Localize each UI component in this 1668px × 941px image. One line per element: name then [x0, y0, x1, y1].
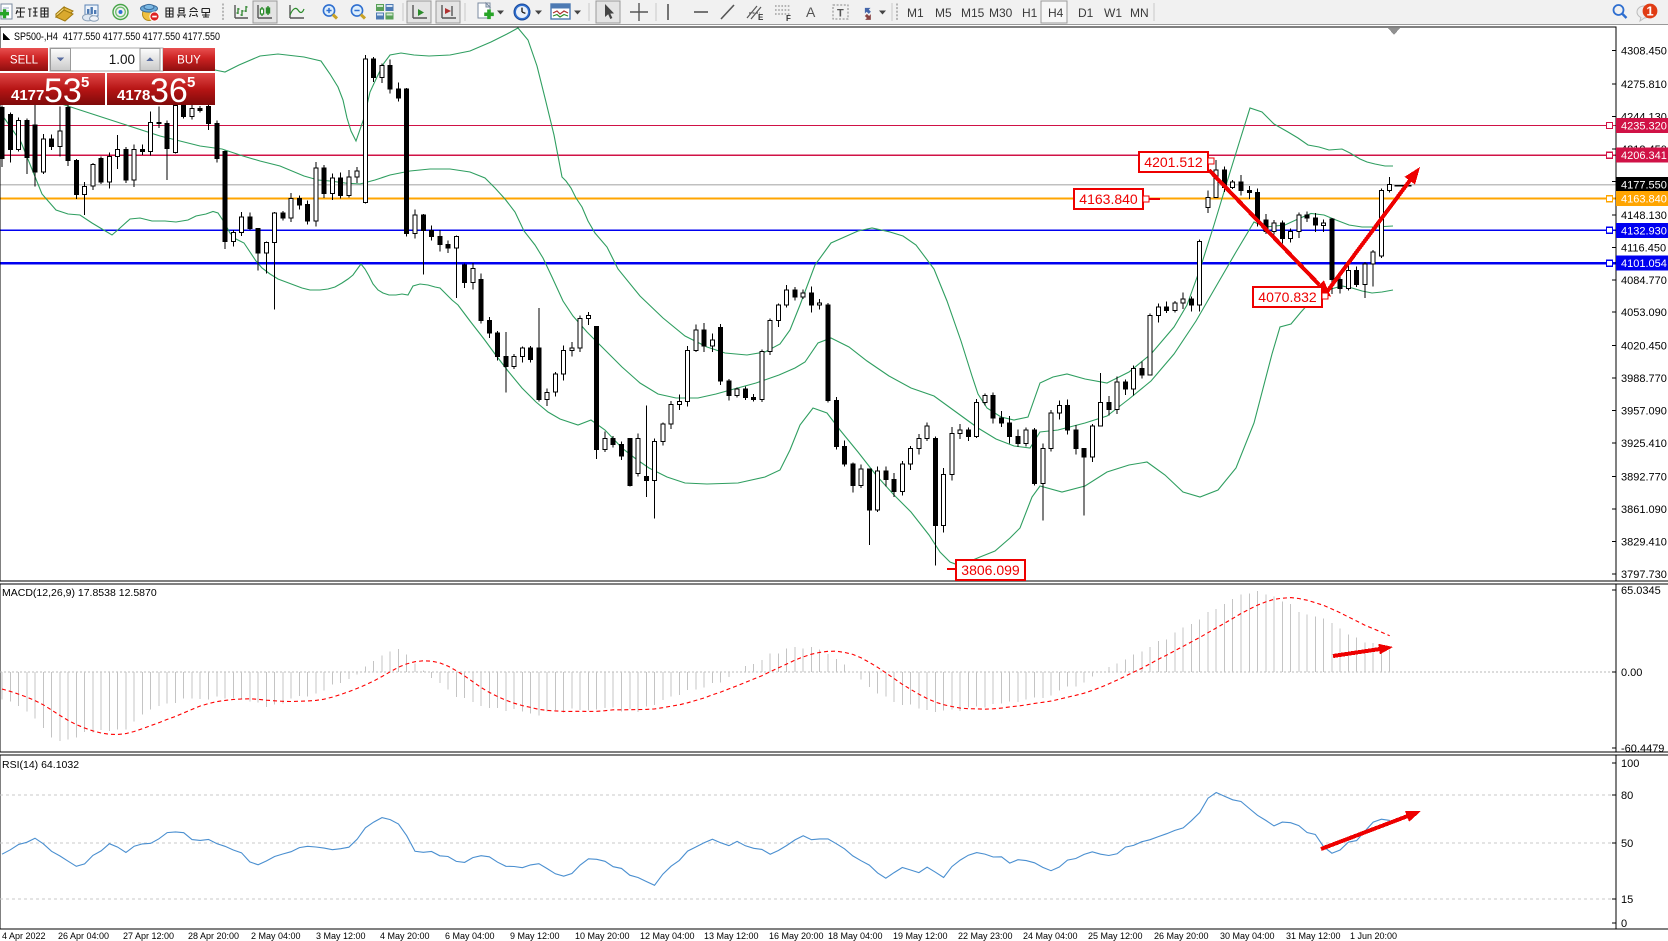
svg-text:4053.090: 4053.090 [1621, 307, 1667, 319]
svg-text:0: 0 [1621, 918, 1627, 930]
svg-text:3861.090: 3861.090 [1621, 504, 1667, 516]
svg-text:4163.840: 4163.840 [1621, 194, 1667, 206]
svg-text:22 May 23:00: 22 May 23:00 [958, 931, 1013, 941]
svg-text:50: 50 [1621, 838, 1633, 850]
svg-text:4177.550: 4177.550 [1621, 180, 1667, 192]
svg-text:4020.450: 4020.450 [1621, 341, 1667, 353]
svg-text:25 May 12:00: 25 May 12:00 [1088, 931, 1143, 941]
svg-text:10 May 20:00: 10 May 20:00 [575, 931, 630, 941]
svg-text:4148.130: 4148.130 [1621, 210, 1667, 222]
svg-text:19 May 12:00: 19 May 12:00 [893, 931, 948, 941]
svg-text:28 Apr 20:00: 28 Apr 20:00 [188, 931, 239, 941]
svg-text:MN: MN [1130, 6, 1149, 20]
svg-text:W1: W1 [1104, 6, 1122, 20]
svg-text:2 May 04:00: 2 May 04:00 [251, 931, 301, 941]
svg-text:0.00: 0.00 [1621, 667, 1642, 679]
svg-text:4101.054: 4101.054 [1621, 258, 1667, 270]
svg-text:80: 80 [1621, 790, 1633, 802]
svg-text:M1: M1 [907, 6, 924, 20]
svg-text:A: A [806, 4, 816, 20]
svg-text:E: E [758, 13, 764, 22]
svg-text:18 May 04:00: 18 May 04:00 [828, 931, 883, 941]
svg-text:4275.810: 4275.810 [1621, 79, 1667, 91]
svg-text:4070.832: 4070.832 [1258, 289, 1317, 305]
svg-text:4178: 4178 [117, 87, 150, 104]
svg-text:BUY: BUY [177, 55, 201, 67]
svg-text:3829.410: 3829.410 [1621, 537, 1667, 549]
svg-text:16 May 20:00: 16 May 20:00 [769, 931, 824, 941]
svg-text:31 May 12:00: 31 May 12:00 [1286, 931, 1341, 941]
svg-text:SP500-,H4 4177.550 4177.550 4: SP500-,H4 4177.550 4177.550 4177.550 417… [14, 31, 220, 43]
svg-text:9 May 12:00: 9 May 12:00 [510, 931, 560, 941]
svg-text:30 May 04:00: 30 May 04:00 [1220, 931, 1275, 941]
svg-text:T: T [837, 8, 844, 20]
svg-text:3988.770: 3988.770 [1621, 373, 1667, 385]
svg-text:4 May 20:00: 4 May 20:00 [380, 931, 430, 941]
svg-text:15: 15 [1621, 894, 1633, 906]
svg-text:M5: M5 [935, 6, 952, 20]
svg-text:4201.512: 4201.512 [1144, 154, 1203, 170]
svg-text:M30: M30 [989, 6, 1013, 20]
svg-text:4206.341: 4206.341 [1621, 150, 1667, 162]
svg-text:5: 5 [187, 74, 195, 91]
svg-text:RSI(14) 64.1032: RSI(14) 64.1032 [2, 759, 79, 771]
svg-text:H4: H4 [1048, 6, 1064, 20]
svg-text:4235.320: 4235.320 [1621, 121, 1667, 133]
svg-text:4163.840: 4163.840 [1079, 191, 1138, 207]
svg-text:M15: M15 [961, 6, 985, 20]
svg-text:D1: D1 [1078, 6, 1094, 20]
svg-text:12 May 04:00: 12 May 04:00 [640, 931, 695, 941]
svg-text:-60.4479: -60.4479 [1621, 743, 1664, 755]
svg-text:1 Jun 20:00: 1 Jun 20:00 [1350, 931, 1397, 941]
svg-text:100: 100 [1621, 758, 1639, 770]
svg-text:4132.930: 4132.930 [1621, 225, 1667, 237]
svg-text:1.00: 1.00 [109, 52, 135, 67]
svg-text:26 Apr 04:00: 26 Apr 04:00 [58, 931, 109, 941]
svg-text:27 Apr 12:00: 27 Apr 12:00 [123, 931, 174, 941]
svg-text:5: 5 [81, 74, 89, 91]
svg-text:H1: H1 [1022, 6, 1038, 20]
svg-text:65.0345: 65.0345 [1621, 585, 1661, 597]
svg-text:MACD(12,26,9) 17.8538 12.5870: MACD(12,26,9) 17.8538 12.5870 [2, 587, 157, 599]
svg-text:3806.099: 3806.099 [961, 562, 1020, 578]
svg-text:4177: 4177 [11, 87, 44, 104]
svg-text:4084.770: 4084.770 [1621, 275, 1667, 287]
svg-text:36: 36 [150, 72, 188, 110]
svg-text:F: F [786, 14, 791, 23]
svg-text:53: 53 [44, 72, 82, 110]
svg-text:1: 1 [1646, 4, 1653, 19]
svg-text:3 May 12:00: 3 May 12:00 [316, 931, 366, 941]
svg-text:4116.450: 4116.450 [1621, 242, 1666, 254]
svg-text:26 May 20:00: 26 May 20:00 [1154, 931, 1209, 941]
svg-text:6 May 04:00: 6 May 04:00 [445, 931, 495, 941]
svg-text:13 May 12:00: 13 May 12:00 [704, 931, 759, 941]
svg-text:SELL: SELL [10, 55, 39, 67]
svg-text:3957.090: 3957.090 [1621, 406, 1667, 418]
svg-text:4308.450: 4308.450 [1621, 46, 1667, 58]
svg-text:24 May 04:00: 24 May 04:00 [1023, 931, 1078, 941]
svg-text:3925.410: 3925.410 [1621, 438, 1667, 450]
svg-text:3797.730: 3797.730 [1621, 569, 1667, 581]
svg-text:3892.770: 3892.770 [1621, 472, 1667, 484]
svg-text:4 Apr 2022: 4 Apr 2022 [2, 931, 46, 941]
